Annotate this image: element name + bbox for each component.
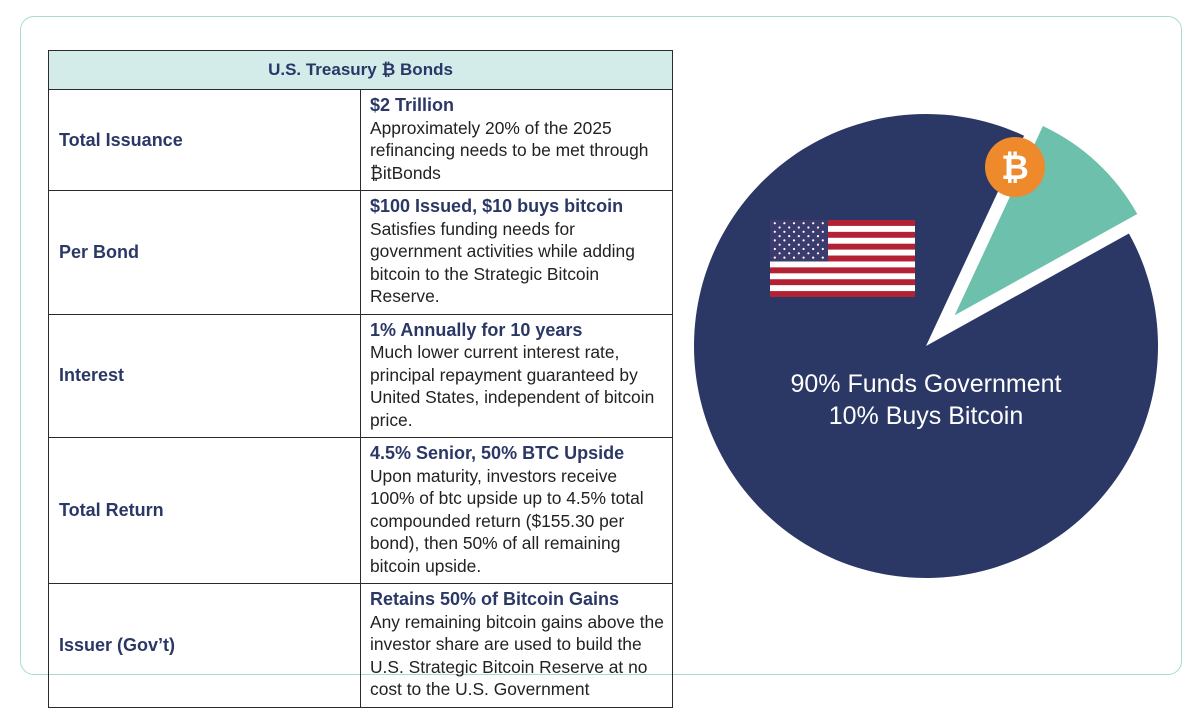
pie-slice-buys-bitcoin: [954, 126, 1138, 316]
row-headline: 1% Annually for 10 years: [370, 319, 583, 340]
row-headline: $2 Trillion: [370, 95, 455, 115]
row-headline: 4.5% Senior, 50% BTC Upside: [370, 443, 625, 463]
row-headline: $100 Issued, $10 buys bitcoin: [370, 196, 624, 216]
bond-terms-table: U.S. Treasury ₿ Bonds Total Issuance $2 …: [48, 50, 673, 708]
row-text: Any remaining bitcoin gains above the in…: [370, 611, 664, 700]
table-row: Total Issuance $2 Trillion Approximately…: [48, 89, 673, 191]
row-detail: 1% Annually for 10 years Much lower curr…: [360, 313, 673, 438]
row-text: Much lower current interest rate, princi…: [370, 342, 655, 430]
row-label: Total Issuance: [48, 89, 361, 191]
bitcoin-icon: ₿: [985, 137, 1045, 197]
table-row: Per Bond $100 Issued, $10 buys bitcoin S…: [48, 190, 673, 315]
row-text: Satisfies funding needs for government a…: [370, 218, 635, 307]
bitcoin-badge: [985, 137, 1045, 197]
row-label: Per Bond: [48, 190, 361, 315]
row-detail: 4.5% Senior, 50% BTC Upside Upon maturit…: [360, 437, 673, 584]
row-detail: $100 Issued, $10 buys bitcoin Satisfies …: [360, 190, 673, 315]
us-flag-icon: [770, 220, 915, 297]
row-label: Issuer (Gov’t): [48, 583, 361, 708]
bitcoin-symbol: ₿: [1001, 149, 1029, 187]
row-headline: Retains 50% of Bitcoin Gains: [370, 589, 620, 609]
pie-slices: [694, 114, 1158, 578]
table-row: Issuer (Gov’t) Retains 50% of Bitcoin Ga…: [48, 583, 673, 708]
row-detail: $2 Trillion Approximately 20% of the 202…: [360, 89, 673, 191]
row-label: Total Return: [48, 437, 361, 584]
row-label: Interest: [48, 313, 361, 438]
table-row: Total Return 4.5% Senior, 50% BTC Upside…: [48, 437, 673, 584]
pie-annotation-line-2: 10% Buys Bitcoin: [829, 402, 1024, 430]
row-text: Approximately 20% of the 2025 refinancin…: [370, 117, 649, 183]
row-detail: Retains 50% of Bitcoin Gains Any remaini…: [360, 583, 673, 708]
row-text: Upon maturity, investors receive 100% of…: [370, 465, 644, 576]
allocation-pie-chart: ₿ 90% Funds Government 10% Buys Bitcoin: [694, 114, 1158, 578]
table-row: Interest 1% Annually for 10 years Much l…: [48, 313, 673, 438]
table-title: U.S. Treasury ₿ Bonds: [48, 50, 673, 90]
pie-annotation-line-1: 90% Funds Government: [791, 370, 1062, 398]
